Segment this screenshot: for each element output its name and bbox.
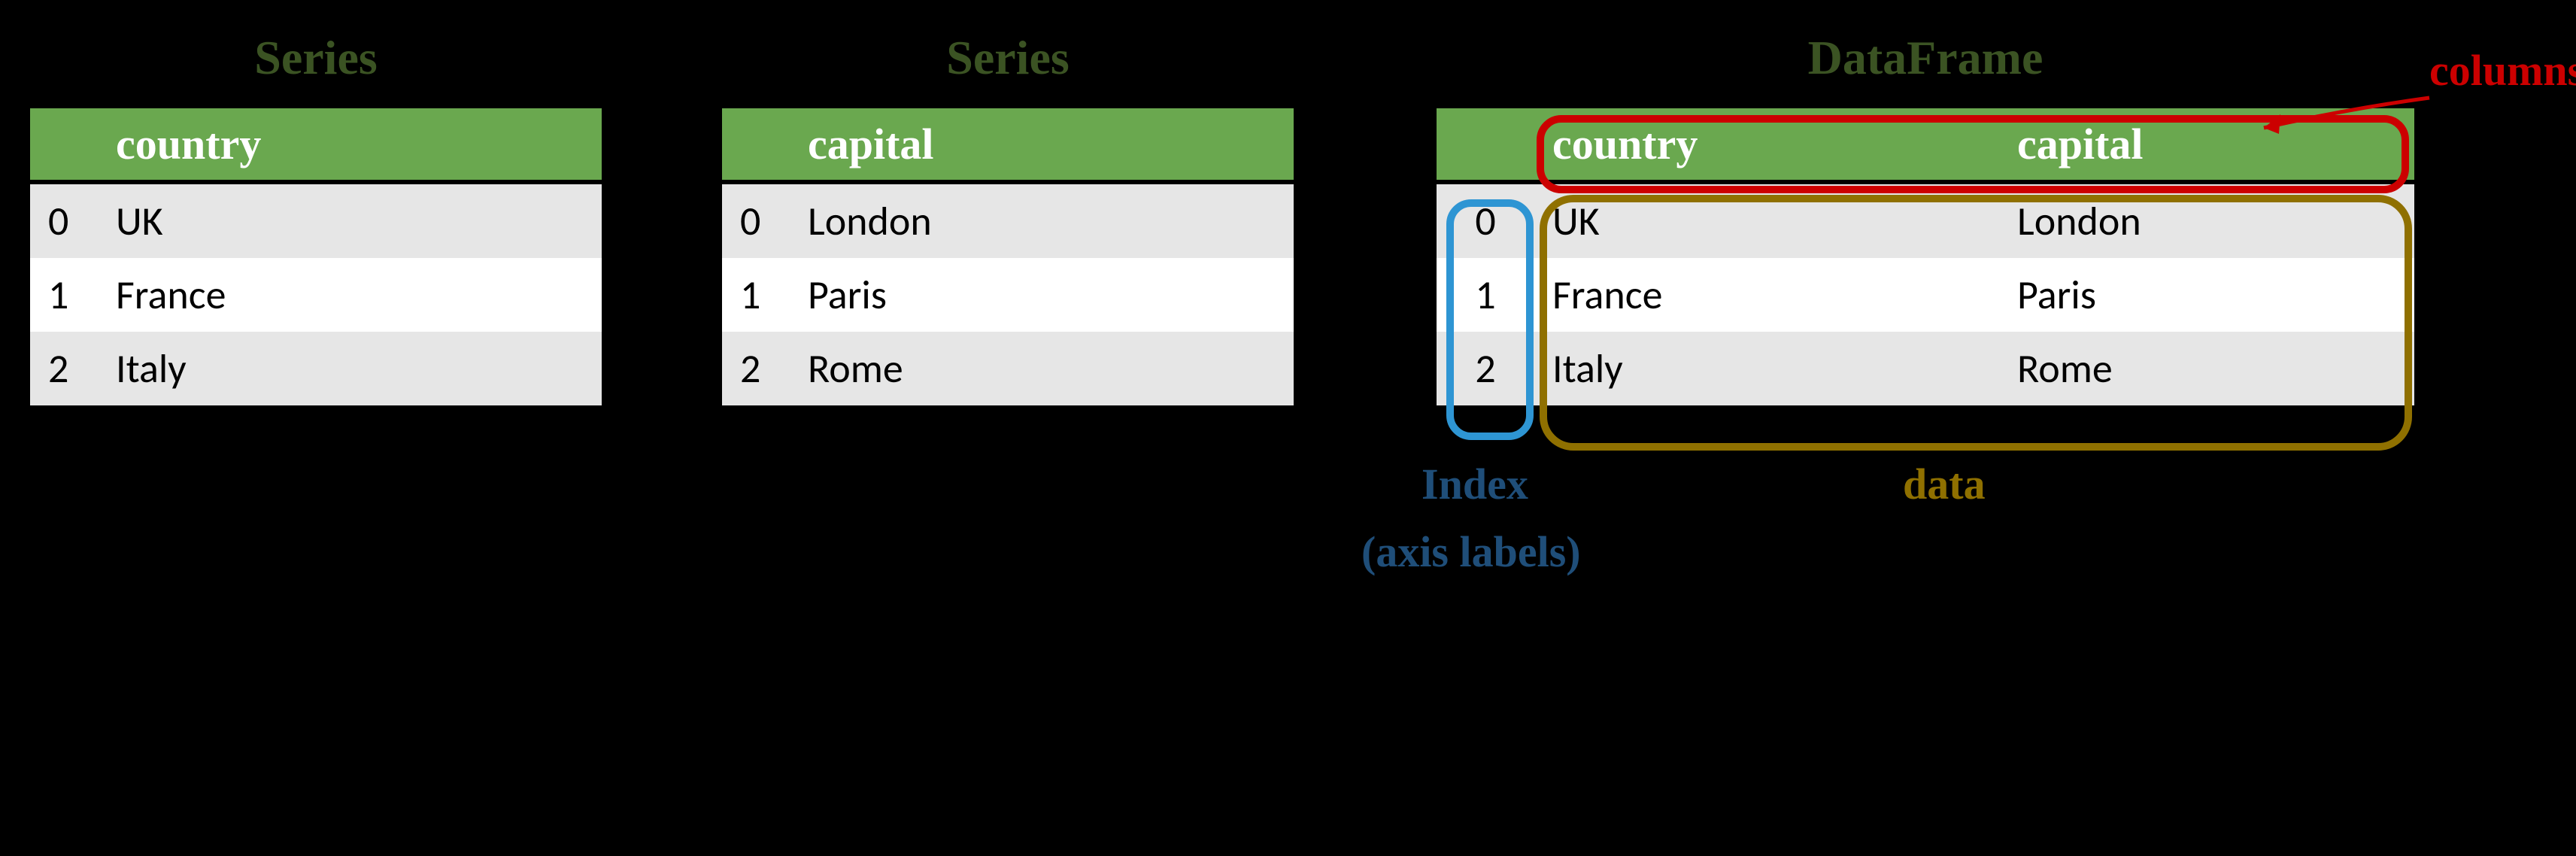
idx-cell: 1 (30, 258, 98, 332)
table-row: 2 Rome (722, 332, 1294, 405)
val-cell: London (1999, 182, 2414, 258)
dataframe-title: DataFrame (1437, 30, 2414, 86)
val-cell: Paris (1999, 258, 2414, 332)
val-cell: London (790, 182, 1294, 258)
table-row: 2 Italy Rome (1437, 332, 2414, 405)
df-colhead-capital: capital (1999, 108, 2414, 182)
idx-cell: 2 (722, 332, 790, 405)
val-cell: Paris (790, 258, 1294, 332)
series-country-idxhead (30, 108, 98, 182)
dataframe-panel: DataFrame country capital 0 UK London 1 … (1437, 30, 2414, 405)
dataframe-table: country capital 0 UK London 1 France Par… (1437, 108, 2414, 405)
val-cell: Italy (98, 332, 602, 405)
table-row: 1 France Paris (1437, 258, 2414, 332)
series-capital-panel: Series capital 0 London 1 Paris 2 Rome (722, 30, 1294, 405)
series-country-panel: Series country 0 UK 1 France 2 Italy (30, 30, 602, 405)
index-annotation: Index (1422, 459, 1528, 509)
idx-cell: 0 (1437, 182, 1534, 258)
table-row: 2 Italy (30, 332, 602, 405)
table-row: 0 UK London (1437, 182, 2414, 258)
series-country-table: country 0 UK 1 France 2 Italy (30, 108, 602, 405)
series-capital-colhead: capital (790, 108, 1294, 182)
idx-cell: 1 (722, 258, 790, 332)
idx-cell: 2 (30, 332, 98, 405)
table-row: 1 Paris (722, 258, 1294, 332)
val-cell: UK (1534, 182, 1999, 258)
table-row: 0 UK (30, 182, 602, 258)
val-cell: UK (98, 182, 602, 258)
df-idxhead (1437, 108, 1534, 182)
series-capital-table: capital 0 London 1 Paris 2 Rome (722, 108, 1294, 405)
series-country-title: Series (30, 30, 602, 86)
table-row: 0 London (722, 182, 1294, 258)
idx-cell: 0 (30, 182, 98, 258)
df-colhead-country: country (1534, 108, 1999, 182)
val-cell: France (98, 258, 602, 332)
idx-cell: 0 (722, 182, 790, 258)
val-cell: France (1534, 258, 1999, 332)
series-capital-idxhead (722, 108, 790, 182)
idx-cell: 1 (1437, 258, 1534, 332)
idx-cell: 2 (1437, 332, 1534, 405)
index-sub-annotation: (axis labels) (1361, 527, 1581, 577)
data-annotation: data (1903, 459, 1986, 509)
val-cell: Italy (1534, 332, 1999, 405)
val-cell: Rome (790, 332, 1294, 405)
val-cell: Rome (1999, 332, 2414, 405)
series-capital-title: Series (722, 30, 1294, 86)
series-country-colhead: country (98, 108, 602, 182)
columns-annotation: columns (2429, 45, 2576, 96)
table-row: 1 France (30, 258, 602, 332)
